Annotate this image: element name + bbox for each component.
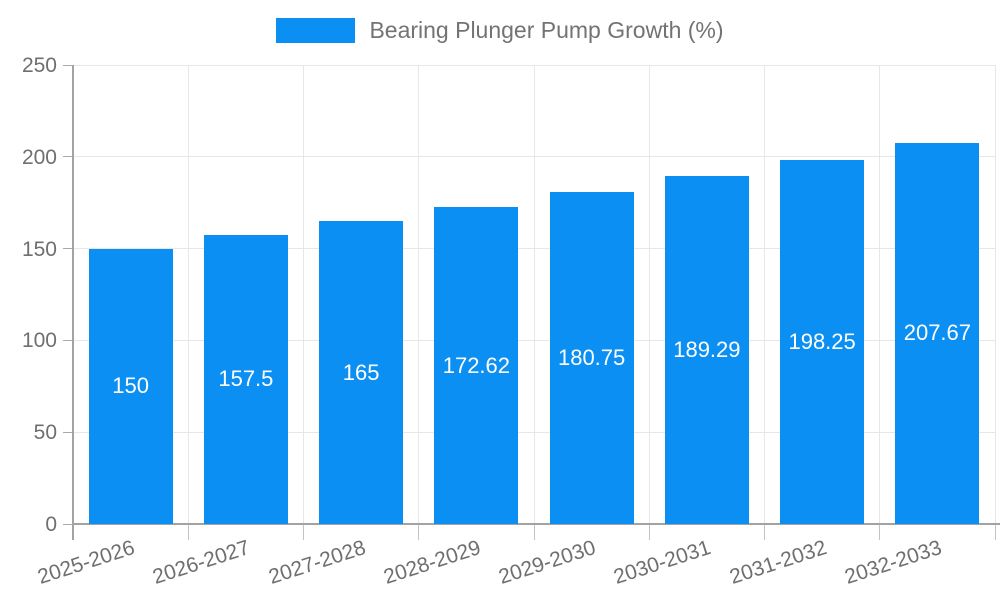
y-tick-mark bbox=[63, 523, 73, 525]
x-gridline bbox=[879, 65, 881, 524]
y-axis-line bbox=[72, 65, 74, 540]
bar[interactable]: 172.62 bbox=[434, 207, 519, 524]
x-gridline bbox=[187, 65, 189, 524]
x-gridline bbox=[533, 65, 535, 524]
y-tick-mark bbox=[63, 339, 73, 341]
y-tick-label: 250 bbox=[21, 54, 57, 77]
x-gridline bbox=[648, 65, 650, 524]
x-gridline bbox=[418, 65, 420, 524]
bar[interactable]: 189.29 bbox=[664, 176, 749, 524]
x-tick-mark bbox=[187, 524, 189, 540]
x-tick-mark bbox=[303, 524, 304, 540]
legend-item[interactable]: Bearing Plunger Pump Growth (%) bbox=[0, 17, 1000, 44]
bar-value-label: 157.5 bbox=[218, 366, 274, 392]
y-tick-label: 150 bbox=[21, 237, 57, 261]
y-tick-label: 50 bbox=[33, 421, 57, 445]
x-axis-line bbox=[73, 523, 1000, 525]
x-gridline bbox=[764, 65, 765, 524]
bar-value-label: 189.29 bbox=[673, 337, 741, 363]
bar-value-label: 172.62 bbox=[442, 352, 511, 378]
bar-value-label: 180.75 bbox=[557, 345, 626, 371]
legend-swatch bbox=[276, 18, 356, 43]
x-gridline bbox=[303, 65, 304, 524]
x-tick-mark bbox=[648, 524, 650, 540]
bar[interactable]: 165 bbox=[319, 221, 404, 524]
bar[interactable]: 207.67 bbox=[895, 142, 980, 524]
x-tick-mark bbox=[533, 524, 535, 540]
bar[interactable]: 150 bbox=[88, 248, 173, 524]
bar-value-label: 198.25 bbox=[788, 328, 856, 354]
bar[interactable]: 180.75 bbox=[549, 192, 634, 524]
x-gridline bbox=[994, 65, 996, 524]
x-tick-mark bbox=[418, 524, 420, 540]
y-tick-label: 200 bbox=[21, 145, 57, 169]
y-tick-label: 0 bbox=[45, 513, 57, 536]
x-tick-label: 2032-2033 bbox=[841, 536, 945, 589]
y-tick-mark bbox=[63, 248, 73, 250]
y-tick-mark bbox=[63, 64, 73, 66]
x-tick-mark bbox=[994, 524, 996, 540]
x-tick-mark bbox=[764, 524, 765, 540]
y-tick-label: 100 bbox=[21, 329, 57, 353]
bar-value-label: 165 bbox=[342, 359, 380, 385]
bar-value-label: 150 bbox=[112, 373, 149, 399]
bar[interactable]: 198.25 bbox=[780, 160, 865, 524]
y-tick-mark bbox=[63, 431, 73, 433]
x-tick-label-anchor: 2032-2033 bbox=[717, 536, 945, 589]
y-tick-mark bbox=[63, 156, 73, 158]
bar[interactable]: 157.5 bbox=[203, 234, 288, 524]
legend-label: Bearing Plunger Pump Growth (%) bbox=[369, 17, 724, 43]
bar-value-label: 207.67 bbox=[903, 320, 972, 346]
x-tick-mark bbox=[879, 524, 881, 540]
